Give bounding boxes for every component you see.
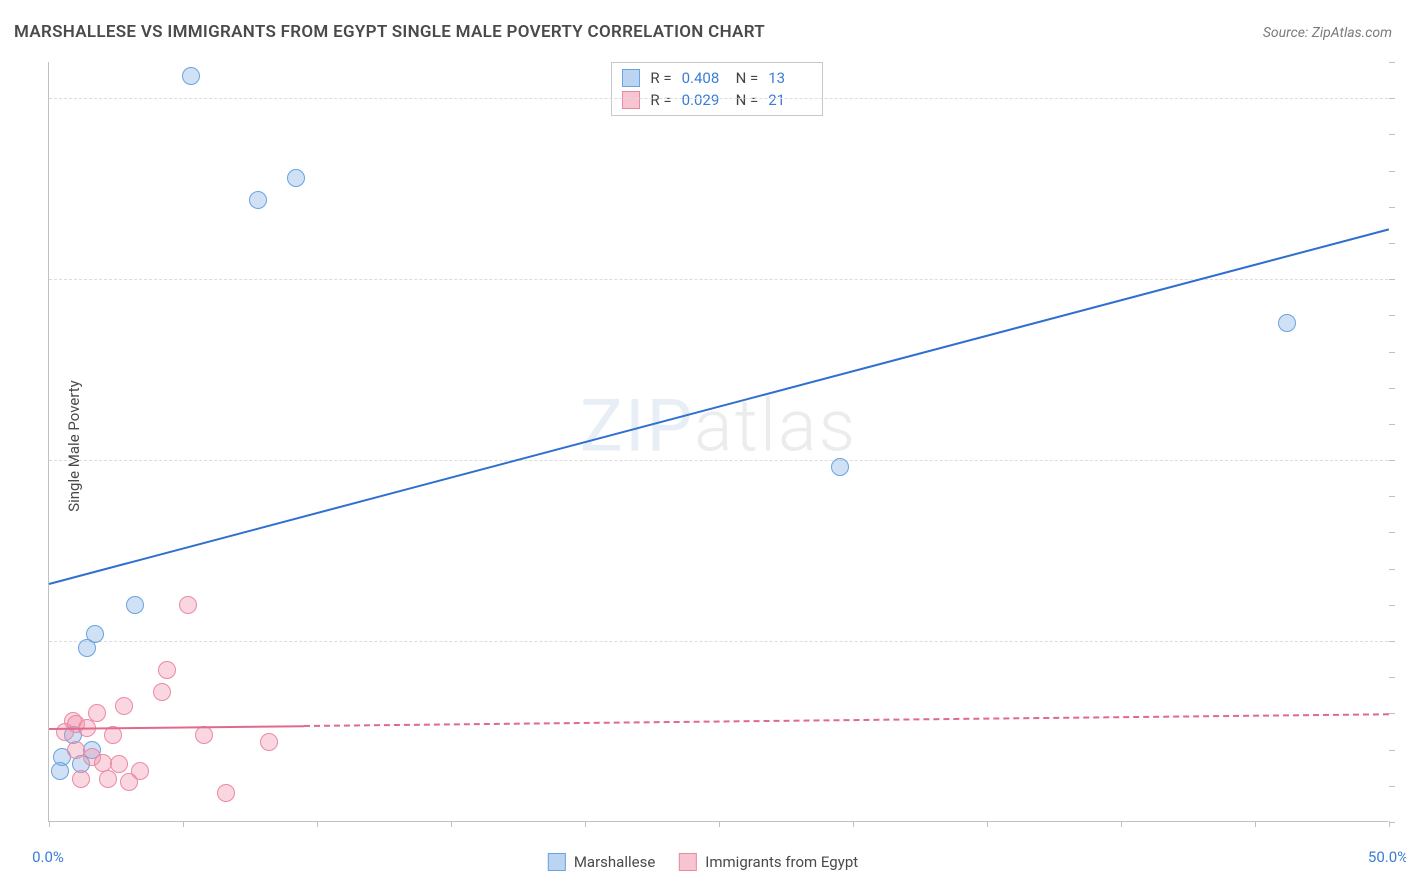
data-point xyxy=(1278,314,1296,332)
gridline xyxy=(49,460,1388,461)
y-tick xyxy=(1389,62,1395,63)
trend-line xyxy=(304,713,1389,727)
legend-item: Immigrants from Egypt xyxy=(679,853,858,871)
gridline xyxy=(49,98,1388,99)
x-tick xyxy=(719,821,720,827)
x-tick xyxy=(853,821,854,827)
y-tick xyxy=(1389,786,1395,787)
legend: Marshallese Immigrants from Egypt xyxy=(548,844,858,880)
data-point xyxy=(179,596,197,614)
y-tick xyxy=(1389,388,1395,389)
data-point xyxy=(287,169,305,187)
data-point xyxy=(56,723,74,741)
watermark-b: atlas xyxy=(694,384,857,469)
stat-n-label: N = xyxy=(736,69,759,87)
stat-r-label: R = xyxy=(650,91,671,109)
legend-item: Marshallese xyxy=(548,853,655,871)
x-tick xyxy=(451,821,452,827)
data-point xyxy=(153,683,171,701)
trend-line xyxy=(49,229,1390,586)
y-tick xyxy=(1389,171,1395,172)
y-tick xyxy=(1389,677,1395,678)
legend-swatch xyxy=(679,853,697,871)
y-tick xyxy=(1389,315,1395,316)
stat-n-value: 13 xyxy=(768,69,812,87)
y-tick xyxy=(1389,496,1395,497)
data-point xyxy=(182,67,200,85)
stat-n-value: 21 xyxy=(768,91,812,109)
plot-area: ZIPatlas R =0.408N =13R =0.029N =21 25.0… xyxy=(48,62,1388,822)
stat-n-label: N = xyxy=(736,91,759,109)
x-tick xyxy=(585,821,586,827)
data-point xyxy=(158,661,176,679)
y-tick xyxy=(1389,424,1395,425)
data-point xyxy=(99,770,117,788)
chart-title: MARSHALLESE VS IMMIGRANTS FROM EGYPT SIN… xyxy=(14,22,765,42)
y-tick xyxy=(1389,713,1395,714)
data-point xyxy=(78,639,96,657)
data-point xyxy=(831,458,849,476)
data-point xyxy=(67,741,85,759)
y-tick xyxy=(1389,279,1395,280)
data-point xyxy=(249,191,267,209)
data-point xyxy=(120,773,138,791)
y-tick xyxy=(1389,569,1395,570)
y-tick xyxy=(1389,460,1395,461)
stats-row: R = 0.029 N = 21 xyxy=(622,89,812,111)
stat-r-value: 0.408 xyxy=(682,69,726,87)
y-tick xyxy=(1389,605,1395,606)
x-tick-label: 50.0% xyxy=(1368,848,1406,866)
x-tick xyxy=(987,821,988,827)
x-tick xyxy=(183,821,184,827)
data-point xyxy=(260,733,278,751)
data-point xyxy=(51,762,69,780)
source-label: Source: ZipAtlas.com xyxy=(1263,25,1392,41)
y-tick xyxy=(1389,134,1395,135)
data-point xyxy=(126,596,144,614)
stats-box: R = 0.408 N = 13 R = 0.029 N = 21 xyxy=(611,62,823,116)
legend-swatch xyxy=(622,91,640,109)
x-tick-label: 0.0% xyxy=(32,848,64,866)
x-tick xyxy=(1121,821,1122,827)
stat-r-label: R = xyxy=(650,69,671,87)
legend-label: Marshallese xyxy=(574,853,655,871)
data-point xyxy=(195,726,213,744)
y-tick xyxy=(1389,352,1395,353)
y-tick xyxy=(1389,98,1395,99)
x-tick xyxy=(1389,821,1390,827)
y-tick xyxy=(1389,641,1395,642)
legend-label: Immigrants from Egypt xyxy=(705,853,858,871)
watermark: ZIPatlas xyxy=(580,384,857,469)
stats-row: R = 0.408 N = 13 xyxy=(622,67,812,89)
stat-r-value: 0.029 xyxy=(682,91,726,109)
data-point xyxy=(217,784,235,802)
gridline xyxy=(49,641,1388,642)
y-tick xyxy=(1389,750,1395,751)
x-tick xyxy=(49,821,50,827)
y-tick xyxy=(1389,243,1395,244)
y-tick xyxy=(1389,532,1395,533)
gridline xyxy=(49,279,1388,280)
data-point xyxy=(72,770,90,788)
y-tick xyxy=(1389,207,1395,208)
legend-swatch xyxy=(622,69,640,87)
legend-swatch xyxy=(548,853,566,871)
x-tick xyxy=(317,821,318,827)
x-tick xyxy=(1255,821,1256,827)
data-point xyxy=(115,697,133,715)
